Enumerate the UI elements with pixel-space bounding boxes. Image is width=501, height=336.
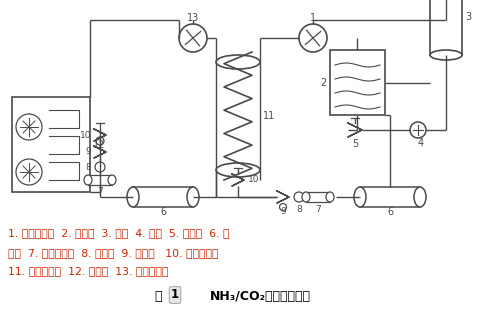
- Text: 1: 1: [309, 13, 316, 23]
- Ellipse shape: [215, 163, 260, 177]
- Text: 11. 蒸发冷凝器  12. 蒸发器  13. 低温压缩机: 11. 蒸发冷凝器 12. 蒸发器 13. 低温压缩机: [8, 266, 168, 276]
- Circle shape: [16, 114, 42, 140]
- Ellipse shape: [108, 175, 116, 185]
- Circle shape: [96, 137, 104, 145]
- Text: 5: 5: [351, 139, 357, 149]
- Bar: [12, 97, 90, 192]
- Ellipse shape: [187, 187, 198, 207]
- Circle shape: [179, 24, 206, 52]
- Text: NH₃/CO₂复叠制冷系统: NH₃/CO₂复叠制冷系统: [209, 290, 310, 302]
- Text: 13: 13: [186, 13, 199, 23]
- Text: 图: 图: [154, 290, 161, 302]
- Ellipse shape: [84, 175, 92, 185]
- Circle shape: [16, 159, 42, 185]
- Text: 8: 8: [85, 163, 91, 171]
- Ellipse shape: [413, 187, 425, 207]
- Text: 10: 10: [79, 130, 91, 139]
- Circle shape: [95, 162, 105, 172]
- Ellipse shape: [429, 50, 461, 60]
- Bar: [429, 0, 461, 55]
- Text: 4: 4: [417, 138, 423, 148]
- Text: 7: 7: [315, 205, 320, 213]
- Ellipse shape: [325, 192, 333, 202]
- Bar: [133, 187, 192, 207]
- Text: 9: 9: [85, 148, 91, 157]
- Circle shape: [299, 24, 326, 52]
- Text: 12: 12: [93, 139, 105, 150]
- Bar: [329, 50, 384, 115]
- Text: 液罐  7. 干燥过滤器  8. 视液镜  9. 电磁阀   10. 电子膨胀阀: 液罐 7. 干燥过滤器 8. 视液镜 9. 电磁阀 10. 电子膨胀阀: [8, 248, 218, 258]
- Ellipse shape: [302, 192, 310, 202]
- Bar: [88, 175, 112, 185]
- Circle shape: [294, 192, 304, 202]
- Bar: [306, 192, 329, 202]
- Text: 10: 10: [247, 175, 259, 184]
- Text: 9: 9: [280, 207, 285, 215]
- Text: 7: 7: [97, 187, 103, 197]
- Bar: [359, 187, 419, 207]
- Ellipse shape: [353, 187, 365, 207]
- Ellipse shape: [127, 187, 139, 207]
- Ellipse shape: [215, 55, 260, 69]
- Circle shape: [279, 204, 286, 210]
- Text: 3: 3: [464, 12, 470, 23]
- Text: 1: 1: [171, 289, 179, 301]
- Text: 2: 2: [320, 78, 326, 87]
- Text: 1. 高温压缩机  2. 冷凝器  3. 水箱  4. 水泵  5. 泄压阀  6. 贮: 1. 高温压缩机 2. 冷凝器 3. 水箱 4. 水泵 5. 泄压阀 6. 贮: [8, 228, 229, 238]
- Text: 6: 6: [386, 207, 392, 217]
- Circle shape: [409, 122, 425, 138]
- Text: 8: 8: [296, 205, 301, 213]
- Text: 6: 6: [160, 207, 166, 217]
- Text: 11: 11: [263, 111, 275, 121]
